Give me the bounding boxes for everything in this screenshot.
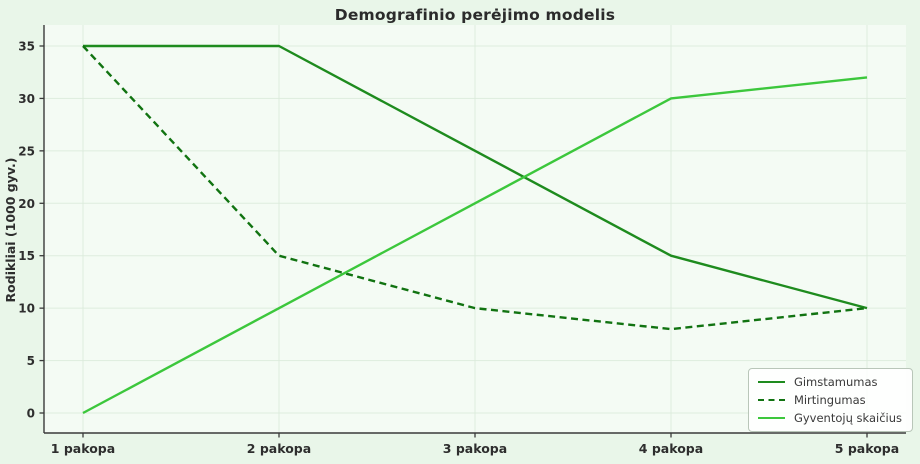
legend-label: Mirtingumas bbox=[793, 393, 866, 407]
x-tick-label: 5 pakopa bbox=[835, 441, 899, 456]
series-line-mirtingumas bbox=[82, 45, 868, 331]
y-tick-label: 15 bbox=[18, 249, 35, 263]
series-line-gyventoj-skai-ius bbox=[82, 76, 868, 415]
legend-line-sample bbox=[757, 417, 785, 419]
legend: Gimstamumas Mirtingumas Gyventojų skaičius bbox=[747, 368, 913, 432]
y-tick-label: 30 bbox=[18, 92, 35, 106]
x-tick-label: 4 pakopa bbox=[639, 441, 703, 456]
legend-item: Mirtingumas bbox=[757, 393, 902, 407]
legend-line-sample bbox=[757, 381, 785, 383]
y-tick-label: 25 bbox=[18, 144, 35, 158]
y-tick-label: 5 bbox=[27, 354, 35, 368]
legend-label: Gimstamumas bbox=[793, 375, 878, 389]
x-tick-label: 1 pakopa bbox=[51, 441, 115, 456]
x-tick-label: 2 pakopa bbox=[247, 441, 311, 456]
x-tick-label: 3 pakopa bbox=[443, 441, 507, 456]
series-line-gimstamumas bbox=[83, 44, 868, 310]
y-tick-label: 20 bbox=[18, 197, 35, 211]
legend-label: Gyventojų skaičius bbox=[793, 411, 902, 425]
y-tick-label: 35 bbox=[18, 40, 35, 54]
y-axis-label: Rodikliai (1000 gyv.) bbox=[3, 158, 18, 303]
legend-item: Gimstamumas bbox=[757, 375, 902, 389]
legend-line-sample bbox=[757, 399, 785, 401]
y-tick-label: 0 bbox=[27, 407, 35, 421]
y-tick-label: 10 bbox=[18, 302, 35, 316]
legend-item: Gyventojų skaičius bbox=[757, 411, 902, 425]
chart-title: Demografinio perėjimo modelis bbox=[334, 6, 616, 24]
